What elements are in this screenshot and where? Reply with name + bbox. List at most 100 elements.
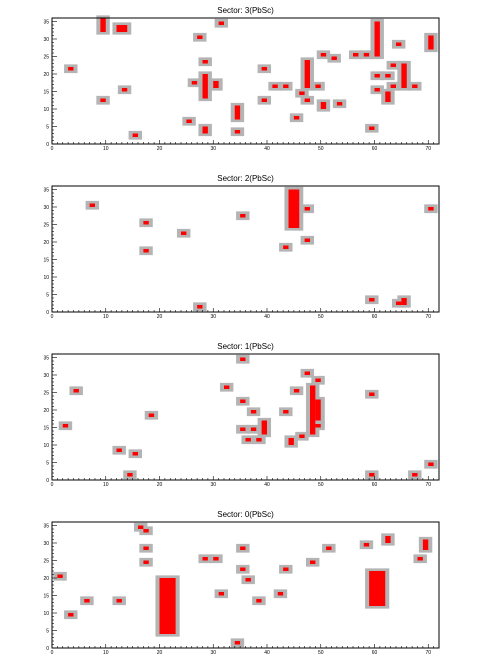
tower-hit: [116, 599, 122, 603]
x-tick-label: 30: [210, 650, 216, 656]
x-tick-label: 0: [51, 146, 54, 152]
chart-title: Sector: 1(PbSc): [217, 342, 274, 351]
tower-hit: [369, 126, 375, 130]
tower-hit: [304, 207, 310, 211]
x-tick-label: 50: [318, 314, 324, 320]
x-tick-label: 10: [103, 482, 109, 488]
tower-hit: [304, 371, 310, 375]
x-tick-label: 70: [425, 146, 431, 152]
tower-hit: [240, 357, 246, 361]
tower-hit: [283, 245, 289, 249]
tower-hit: [299, 91, 305, 95]
y-tick-label: 10: [43, 611, 49, 617]
y-tick-label: 0: [46, 646, 49, 652]
y-tick-label: 20: [43, 240, 49, 246]
tower-hit: [159, 578, 176, 634]
tower-hit: [256, 438, 262, 442]
tower-hit: [293, 389, 300, 393]
tower-hit: [304, 238, 310, 242]
tower-hit: [121, 88, 128, 92]
x-tick-label: 60: [372, 146, 378, 152]
tower-hit: [385, 91, 391, 102]
y-tick-label: 10: [43, 443, 49, 449]
tower-hit: [213, 81, 219, 88]
tower-hit: [293, 116, 300, 120]
tower-hit: [369, 298, 375, 302]
sector-panel: Sector: 1(PbSc) 0 10 20 30 40 50 60 70 0 5 10 15 20 25…: [43, 342, 440, 488]
tower-hit: [197, 305, 203, 309]
tower-hit: [331, 56, 337, 60]
tower-hit: [369, 473, 375, 477]
tower-hit: [315, 84, 321, 88]
tower-hit: [315, 378, 321, 382]
sector-panel: Sector: 0(PbSc) 0 10 20 30 40 50 60 70 0 5 10 15 20 25…: [43, 510, 440, 656]
sector-panel: Sector: 2(PbSc) 0 10 20 30 40 50 60 70 0 5 10 15 20 25…: [43, 174, 440, 320]
tower-hit: [202, 60, 208, 64]
x-tick-label: 40: [264, 482, 270, 488]
tower-hit: [191, 81, 198, 85]
x-tick-label: 70: [425, 650, 431, 656]
tower-hit: [138, 525, 144, 529]
tower-hit: [374, 74, 380, 78]
x-tick-label: 0: [51, 314, 54, 320]
tower-hit: [283, 410, 289, 414]
tower-hit: [62, 424, 69, 428]
tower-hit: [100, 98, 106, 102]
tower-hit: [277, 592, 284, 596]
tower-hit: [315, 399, 321, 421]
tower-hit: [304, 60, 310, 88]
x-tick-label: 20: [157, 650, 163, 656]
tower-hit: [299, 434, 305, 438]
tower-hit: [213, 557, 219, 561]
tower-hit: [245, 578, 251, 582]
tower-hit: [283, 84, 289, 88]
x-tick-label: 20: [157, 482, 163, 488]
tower-hit: [73, 389, 79, 393]
y-tick-label: 35: [43, 19, 49, 25]
x-tick-label: 40: [264, 650, 270, 656]
tower-hit: [240, 427, 246, 431]
tower-hit: [256, 599, 262, 603]
tower-hit: [218, 592, 224, 596]
x-tick-label: 50: [318, 650, 324, 656]
tower-hit: [428, 35, 434, 50]
tower-hit: [315, 424, 321, 428]
sector-panel: Sector: 3(PbSc) 0 10 20 30 40 50 60 70 0 5 10 15 20 25…: [43, 6, 440, 152]
tower-hit: [261, 98, 267, 102]
x-tick-label: 10: [103, 146, 109, 152]
tower-hit: [234, 641, 241, 645]
tower-hit: [100, 18, 106, 32]
y-tick-label: 15: [43, 593, 49, 599]
y-tick-label: 5: [46, 460, 49, 466]
tower-hit: [181, 231, 187, 235]
tower-hit: [363, 53, 370, 57]
tower-hit: [240, 546, 246, 550]
tower-hit: [374, 88, 380, 92]
y-tick-label: 20: [43, 576, 49, 582]
tower-hit: [417, 557, 423, 561]
tower-hit: [412, 84, 418, 88]
y-tick-label: 30: [43, 205, 49, 211]
y-tick-label: 5: [46, 292, 49, 298]
y-tick-label: 15: [43, 425, 49, 431]
tower-hit: [250, 427, 257, 431]
x-tick-label: 40: [264, 314, 270, 320]
tower-hit: [428, 207, 434, 211]
tower-hit: [288, 189, 300, 228]
plot-frame: [51, 185, 440, 313]
y-tick-label: 35: [43, 523, 49, 529]
x-tick-label: 50: [318, 482, 324, 488]
tower-hit: [127, 473, 133, 477]
tower-hit: [396, 42, 402, 46]
tower-hit: [422, 539, 429, 550]
tower-hit: [202, 557, 208, 561]
x-tick-label: 60: [372, 482, 378, 488]
tower-hit: [283, 567, 289, 571]
tower-hit: [336, 102, 343, 106]
y-tick-label: 30: [43, 37, 49, 43]
y-tick-label: 15: [43, 89, 49, 95]
tower-hit: [143, 529, 149, 533]
tower-hit: [202, 126, 208, 134]
tower-hit: [186, 119, 192, 123]
